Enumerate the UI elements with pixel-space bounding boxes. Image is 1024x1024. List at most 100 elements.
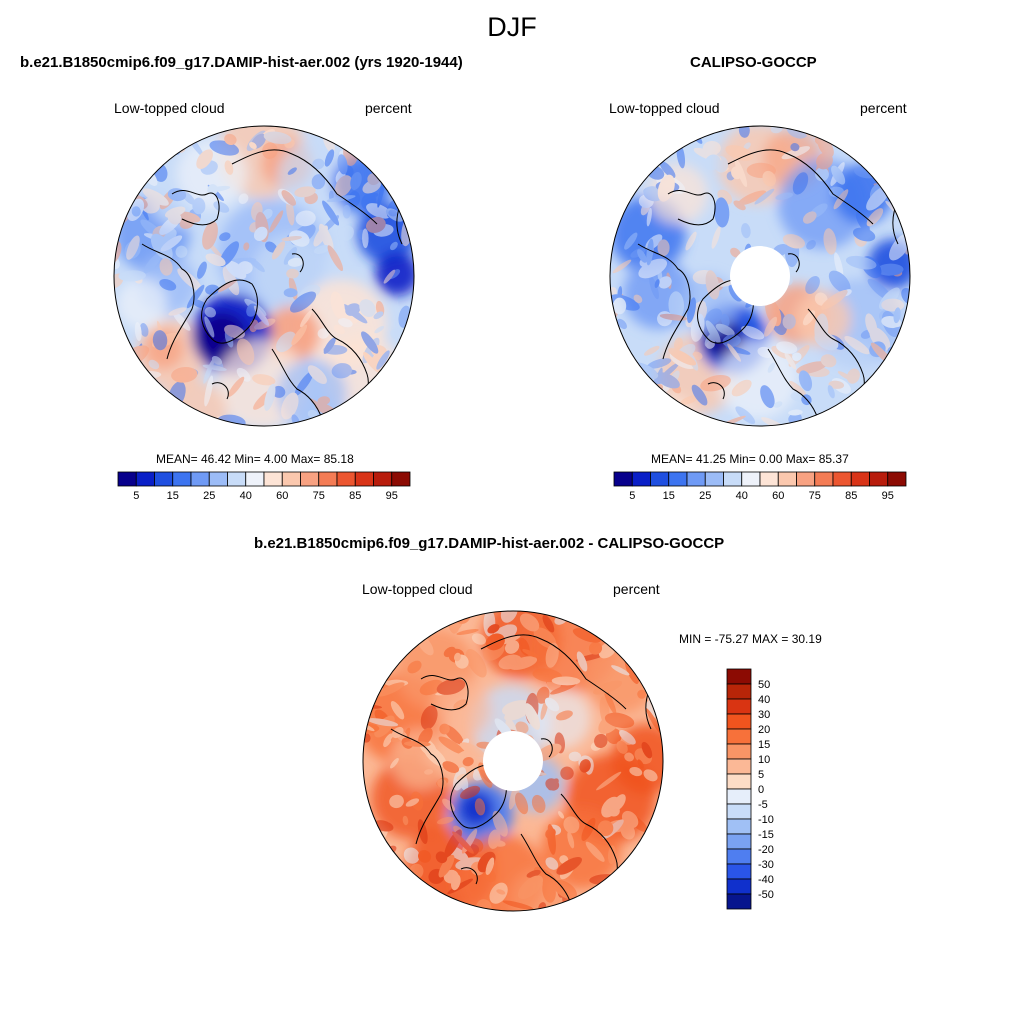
map-model-texture [237, 261, 253, 275]
map-diff-texture [607, 845, 616, 865]
map-model-coastline [231, 149, 378, 225]
map-model-texture [335, 175, 353, 197]
map-model-texture [253, 318, 276, 330]
map-diff-coastline [420, 674, 469, 711]
map-model-texture [131, 206, 141, 217]
map-obs-texture [762, 170, 776, 187]
map-model-texture [390, 154, 401, 165]
map-obs-texture [691, 384, 708, 406]
map-obs-texture [788, 409, 803, 416]
map-diff-texture [402, 815, 409, 826]
map-diff-texture [418, 727, 433, 746]
map-model-boundary [113, 125, 415, 427]
colorbar-obs-tick-label: 60 [772, 490, 784, 501]
map-obs-texture [648, 417, 661, 426]
map-diff-texture [624, 752, 634, 762]
map-model [113, 125, 415, 427]
map-obs-texture [802, 211, 817, 224]
map-model-texture [373, 404, 387, 421]
map-diff-texture [459, 742, 485, 758]
main-title: DJF [487, 12, 537, 42]
colorbar-obs-tick-label: 75 [809, 490, 821, 501]
colorbar-model-swatch [373, 471, 393, 487]
map-model-texture [204, 307, 216, 318]
map-diff-texture [603, 688, 617, 715]
map-diff-texture [585, 841, 605, 862]
map-model-texture [350, 172, 362, 190]
map-diff-texture [553, 879, 577, 900]
map-obs-texture [613, 297, 627, 315]
colorbar-obs-swatch [777, 471, 797, 487]
map-model-texture [287, 167, 297, 175]
map-obs-texture [789, 380, 807, 396]
map-obs-texture [658, 276, 672, 289]
map-diff-texture [492, 810, 508, 837]
map-model-texture [204, 375, 214, 407]
map-model-texture [114, 383, 123, 403]
map-diff-texture [557, 811, 565, 819]
map-obs-coastline [767, 348, 819, 420]
map-diff-texture [514, 792, 529, 815]
map-obs-texture [690, 313, 705, 342]
map-model-field-patch [117, 279, 167, 329]
map-obs-texture [610, 133, 628, 148]
map-model-texture [207, 184, 219, 195]
map-obs-texture [855, 211, 870, 233]
map-diff-coastline [520, 833, 572, 905]
map-obs-texture [633, 294, 643, 304]
map-obs-texture [617, 286, 623, 301]
colorbar-diff-tick-label: 15 [758, 739, 770, 751]
colorbar-model-swatch [391, 471, 411, 487]
map-diff-texture [372, 613, 386, 622]
map-model-texture [222, 266, 240, 296]
map-model-texture [377, 178, 386, 208]
map-obs-texture [853, 422, 872, 426]
map-diff-texture [645, 708, 663, 735]
map-model-texture [295, 210, 316, 227]
map-diff-texture [462, 757, 474, 767]
map-model-texture [317, 328, 329, 339]
map-diff-texture [635, 611, 648, 619]
map-obs-texture [715, 323, 735, 336]
map-model-texture [313, 244, 331, 254]
map-diff-texture [451, 751, 467, 766]
map-model-texture [179, 215, 195, 229]
map-obs-texture [828, 380, 845, 389]
map-diff-texture [542, 614, 555, 633]
map-diff-texture [403, 847, 420, 864]
map-model-texture [337, 154, 348, 175]
map-obs-texture [644, 345, 660, 356]
colorbar-model-swatch [135, 471, 155, 487]
map-diff-texture [567, 831, 575, 849]
map-obs-texture [649, 276, 659, 300]
map-model-texture [366, 216, 386, 233]
map-diff-texture [556, 710, 573, 721]
colorbar-diff-swatch [726, 668, 752, 685]
map-diff-texture [367, 718, 399, 727]
map-obs-texture [828, 270, 851, 294]
map-obs-texture [870, 154, 889, 167]
map-model-texture [236, 338, 255, 365]
map-obs-texture [760, 385, 775, 409]
map-diff-texture [451, 874, 461, 891]
map-obs-texture [818, 126, 833, 136]
map-diff-coastline [460, 867, 478, 885]
map-model-texture [363, 419, 396, 426]
map-model-texture [196, 149, 214, 169]
map-diff-texture [611, 665, 630, 676]
map-obs-texture [735, 406, 756, 425]
map-obs-texture [844, 335, 870, 355]
map-model-texture [238, 193, 249, 204]
map-model-texture [253, 305, 270, 326]
map-model-texture [152, 126, 172, 136]
map-model-texture [383, 269, 396, 284]
map-model-texture [387, 144, 406, 171]
map-obs-texture [668, 348, 697, 366]
map-diff-texture [579, 759, 591, 773]
map-diff-texture [653, 907, 663, 911]
panel-model-stats: MEAN= 46.42 Min= 4.00 Max= 85.18 [156, 452, 354, 466]
map-model-texture [271, 241, 286, 260]
map-obs-texture [638, 137, 670, 153]
colorbar-model-tick-label: 25 [203, 490, 215, 501]
map-obs-texture [894, 130, 910, 144]
